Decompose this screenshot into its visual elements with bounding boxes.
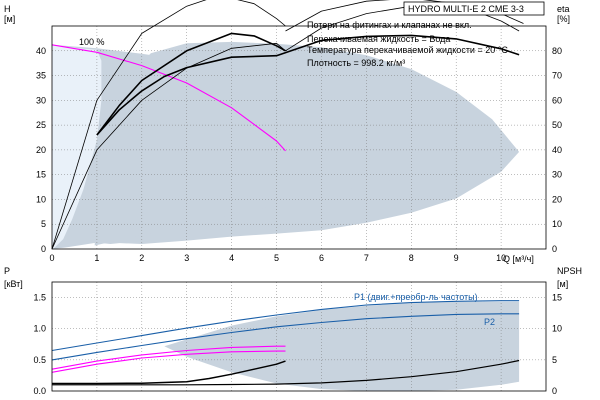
head-y-tick-7: 35 [36,71,46,81]
power-y-tick-2: 1.0 [33,324,46,334]
head-x-tick-6: 6 [319,253,324,263]
head-y2-tick-6: 60 [552,95,562,105]
y2-axis-unit-npsh: [м] [557,279,568,289]
head-x-tick-10: 10 [496,253,506,263]
power-tick-labels: 0.0 0.5 1.0 1.5 0 5 10 15 [33,293,562,396]
head-x-tick-2: 2 [139,253,144,263]
head-series-eta-curve-8 [285,0,520,32]
head-y2-tick-2: 20 [552,194,562,204]
head-series-eta-curve-6 [51,42,286,250]
head-y-tick-4: 20 [36,145,46,155]
power-series-line-2 [51,313,520,361]
chart-title: HYDRO MULTI-E 2 CME 3-3 [408,4,524,14]
title-box: HYDRO MULTI-E 2 CME 3-3 [403,1,545,16]
head-x-tick-4: 4 [229,253,234,263]
head-y-tick-3: 15 [36,170,46,180]
speed-100-label: 100 % [79,37,105,47]
note-density: Плотность = 998.2 кг/м³ [307,58,405,68]
y-axis-unit-h: [м] [4,14,15,24]
power-y2-tick-0: 0 [552,386,557,396]
head-y2-tick-1: 10 [552,219,562,229]
head-y2-tick-0: 0 [552,244,557,254]
head-tick-labels: 0 5 10 15 20 25 30 35 40 0 10 20 30 40 50 60 70 80 0 1 2 3 4 5 6… [36,46,562,263]
head-series-duty-curve-3 [51,44,286,152]
head-y-tick-8: 40 [36,46,46,56]
power-series-npsh-6 [52,359,520,386]
note-fluid: Перекачиваемая жидкость = Вода [307,34,450,44]
power-series-power-curve-3 [51,345,286,370]
power-series-npsh-5 [52,360,286,385]
head-y2-tick-4: 40 [552,145,562,155]
head-shaded-regions [52,41,520,249]
head-region-left-shade-2 [52,44,102,249]
head-series-eta-curve-5 [51,0,286,250]
head-y-tick-5: 25 [36,120,46,130]
head-y2-tick-8: 80 [552,46,562,56]
head-series-eta-curve-9 [96,32,286,136]
head-y-tick-1: 5 [41,219,46,229]
power-frame [51,281,547,392]
head-y2-tick-3: 30 [552,170,562,180]
note-losses: Потери на фитингах и клапанах не вкл. [307,20,472,30]
y2-axis-label-npsh: NPSH [557,266,582,276]
head-efficiency-plot: 0 5 10 15 20 25 30 35 40 0 10 20 30 40 50 60 70 80 0 1 2 3 4 5 6… [36,0,562,263]
power-npsh-plot: 0.0 0.5 1.0 1.5 0 5 10 15 [33,281,562,396]
power-y2-tick-2: 10 [552,324,562,334]
power-y2-tick-3: 15 [552,293,562,303]
head-y-tick-2: 10 [36,194,46,204]
y2-axis-unit-eta: [%] [557,14,570,24]
head-series-eta-100-4 [96,34,520,136]
power-y-tick-1: 0.5 [33,355,46,365]
head-y-tick-6: 30 [36,95,46,105]
x-axis-label-q: Q [м³/ч] [503,254,534,264]
y-axis-label-p: P [4,266,10,276]
head-x-tick-5: 5 [274,253,279,263]
head-grid [52,26,546,249]
head-y-tick-0: 0 [41,244,46,254]
y2-axis-label-eta: eta [557,4,570,14]
series-label-p2: P2 [484,317,495,327]
head-y2-tick-5: 50 [552,120,562,130]
y-axis-label-h: H [4,4,11,14]
series-label-p1: P1 (двиг.+преобр-ль частоты) [354,292,478,302]
head-x-tick-7: 7 [364,253,369,263]
head-x-tick-8: 8 [409,253,414,263]
power-series-power-curve-4 [51,350,286,373]
power-series-line-1 [51,300,520,352]
head-x-tick-9: 9 [454,253,459,263]
power-series-lines [51,300,520,386]
head-x-tick-3: 3 [184,253,189,263]
head-frame [51,25,547,250]
y-axis-unit-p: [кВт] [4,279,23,289]
note-temperature: Температура перекачиваемой жидкости = 20… [307,45,508,55]
power-y-tick-3: 1.5 [33,293,46,303]
power-y-tick-0: 0.0 [33,386,46,396]
head-y2-tick-7: 70 [552,71,562,81]
head-region-efficiency-envelope-1 [94,41,520,246]
power-y2-tick-1: 5 [552,355,557,365]
head-x-tick-1: 1 [94,253,99,263]
head-x-tick-0: 0 [49,253,54,263]
